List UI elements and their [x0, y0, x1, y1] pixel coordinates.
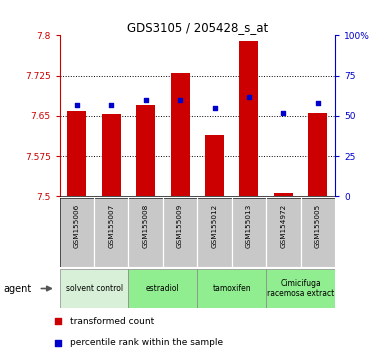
- Bar: [197, 198, 232, 267]
- Text: GSM154972: GSM154972: [280, 204, 286, 248]
- Text: transformed count: transformed count: [70, 317, 155, 326]
- Text: percentile rank within the sample: percentile rank within the sample: [70, 338, 224, 347]
- Bar: [163, 198, 197, 267]
- Bar: [171, 73, 189, 196]
- Text: GSM155009: GSM155009: [177, 204, 183, 248]
- Text: GSM155005: GSM155005: [315, 204, 321, 248]
- Bar: [232, 198, 266, 267]
- Bar: [136, 105, 155, 196]
- Text: GSM155008: GSM155008: [143, 204, 149, 248]
- Text: tamoxifen: tamoxifen: [213, 284, 251, 293]
- Bar: [205, 135, 224, 196]
- Bar: [94, 198, 129, 267]
- Bar: [239, 41, 258, 196]
- Bar: [197, 269, 266, 308]
- Text: GSM155012: GSM155012: [211, 204, 218, 248]
- Bar: [274, 193, 293, 196]
- Title: GDS3105 / 205428_s_at: GDS3105 / 205428_s_at: [127, 21, 268, 34]
- Text: solvent control: solvent control: [65, 284, 123, 293]
- Bar: [60, 269, 129, 308]
- Text: GSM155006: GSM155006: [74, 204, 80, 248]
- Bar: [60, 198, 94, 267]
- Point: [142, 97, 149, 103]
- Bar: [308, 113, 327, 196]
- Point: [177, 97, 183, 103]
- Text: estradiol: estradiol: [146, 284, 180, 293]
- Bar: [266, 269, 335, 308]
- Point: [55, 319, 61, 324]
- Bar: [67, 110, 86, 196]
- Text: agent: agent: [4, 284, 32, 293]
- Point: [280, 110, 286, 115]
- Point: [315, 100, 321, 106]
- Text: GSM155013: GSM155013: [246, 204, 252, 248]
- Point: [74, 102, 80, 108]
- Bar: [266, 198, 301, 267]
- Point: [246, 94, 252, 99]
- Text: Cimicifuga
racemosa extract: Cimicifuga racemosa extract: [267, 279, 334, 298]
- Bar: [129, 198, 163, 267]
- Bar: [129, 269, 197, 308]
- Point: [108, 102, 114, 108]
- Point: [55, 340, 61, 346]
- Bar: [301, 198, 335, 267]
- Bar: [102, 114, 121, 196]
- Text: GSM155007: GSM155007: [108, 204, 114, 248]
- Point: [211, 105, 218, 111]
